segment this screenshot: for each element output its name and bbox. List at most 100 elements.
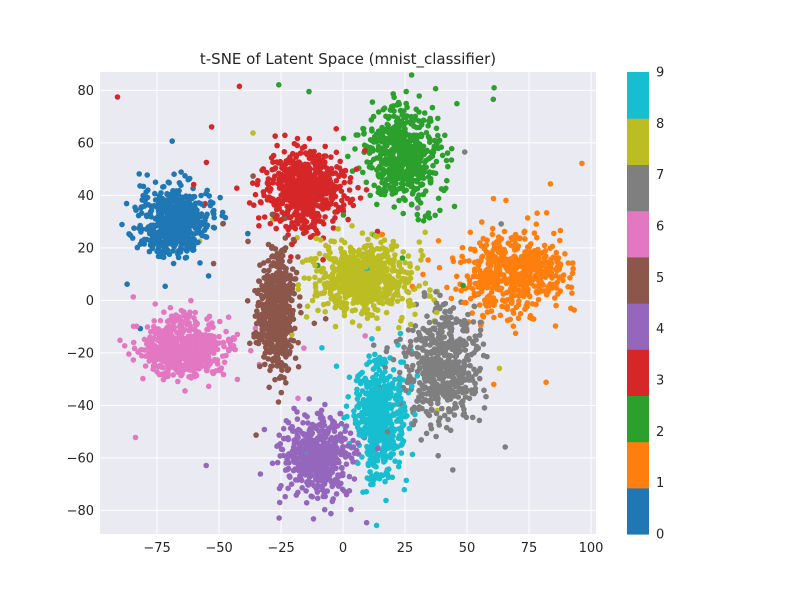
scatter-point-3 (282, 149, 288, 155)
scatter-point-9 (369, 336, 375, 342)
scatter-point-4 (277, 500, 283, 506)
scatter-point-2 (403, 89, 409, 95)
scatter-point-1 (532, 230, 538, 236)
scatter-point-7 (371, 342, 377, 348)
scatter-point-1 (485, 250, 491, 256)
scatter-point-3 (253, 192, 259, 198)
scatter-point-9 (344, 403, 350, 409)
scatter-point-1 (466, 258, 472, 264)
scatter-point-4 (349, 456, 355, 462)
scatter-point-3 (256, 223, 262, 229)
scatter-point-7 (498, 221, 504, 227)
scatter-point-1 (467, 277, 473, 283)
scatter-point-1 (544, 210, 550, 216)
scatter-point-9 (371, 457, 377, 463)
scatter-point-3 (334, 150, 340, 156)
scatter-point-4 (315, 489, 321, 495)
scatter-point-1 (524, 249, 530, 255)
scatter-point-6 (217, 319, 223, 325)
scatter-point-6 (165, 319, 171, 325)
scatter-point-4 (320, 415, 326, 421)
scatter-point-1 (551, 231, 557, 237)
scatter-point-8 (427, 287, 433, 293)
scatter-point-7 (437, 293, 443, 299)
scatter-point-7 (394, 339, 400, 345)
scatter-point-7 (411, 379, 417, 385)
scatter-point-9 (398, 359, 404, 365)
scatter-point-0 (178, 183, 184, 189)
scatter-point-9 (383, 498, 389, 504)
scatter-point-3 (322, 144, 328, 150)
scatter-point-9 (381, 383, 387, 389)
scatter-point-2 (382, 105, 388, 111)
scatter-point-4 (294, 409, 300, 415)
scatter-point-8 (355, 300, 361, 306)
scatter-point-5 (220, 221, 226, 227)
scatter-point-4 (270, 461, 276, 467)
scatter-point-1 (543, 248, 549, 254)
scatter-point-3 (294, 152, 300, 158)
scatter-point-1 (568, 306, 574, 312)
scatter-point-0 (183, 255, 189, 261)
scatter-point-1 (553, 323, 559, 329)
scatter-point-1 (513, 331, 519, 337)
scatter-point-7 (452, 405, 458, 411)
scatter-point-1 (570, 260, 576, 266)
scatter-point-3 (295, 136, 301, 142)
scatter-point-2 (409, 72, 415, 78)
scatter-point-4 (293, 455, 299, 461)
scatter-point-3 (332, 209, 338, 215)
scatter-point-1 (507, 317, 513, 323)
scatter-point-7 (427, 331, 433, 337)
scatter-point-8 (333, 324, 339, 330)
scatter-point-4 (303, 488, 309, 494)
scatter-point-5 (323, 316, 329, 322)
scatter-point-9 (412, 412, 418, 418)
scatter-point-2 (425, 123, 431, 129)
scatter-point-9 (367, 469, 373, 475)
scatter-point-4 (276, 432, 282, 438)
scatter-point-1 (569, 285, 575, 291)
scatter-point-4 (315, 411, 321, 417)
scatter-point-3 (358, 195, 364, 201)
scatter-point-3 (265, 197, 271, 203)
scatter-point-1 (437, 265, 443, 271)
scatter-point-2 (391, 125, 397, 131)
scatter-point-7 (448, 428, 454, 434)
scatter-point-4 (300, 420, 306, 426)
scatter-point-1 (553, 303, 559, 309)
scatter-point-6 (301, 345, 307, 351)
scatter-point-7 (470, 415, 476, 421)
scatter-point-8 (305, 304, 311, 310)
scatter-point-6 (204, 368, 210, 374)
scatter-point-3 (275, 181, 281, 187)
scatter-point-1 (484, 303, 490, 309)
scatter-point-3 (209, 124, 215, 130)
scatter-point-7 (428, 358, 434, 364)
scatter-point-0 (190, 247, 196, 253)
scatter-point-8 (371, 248, 377, 254)
scatter-point-1 (503, 198, 509, 204)
scatter-point-2 (437, 208, 443, 214)
scatter-point-1 (543, 380, 549, 386)
scatter-point-8 (400, 249, 406, 255)
scatter-point-7 (439, 406, 445, 412)
scatter-point-1 (516, 302, 522, 308)
scatter-point-3 (237, 84, 243, 90)
scatter-point-7 (404, 364, 410, 370)
scatter-point-7 (403, 388, 409, 394)
scatter-point-2 (444, 178, 450, 184)
scatter-point-8 (250, 130, 256, 136)
scatter-point-6 (207, 314, 213, 320)
scatter-point-6 (182, 388, 188, 394)
scatter-point-3 (271, 153, 277, 159)
scatter-point-1 (511, 310, 517, 316)
scatter-point-8 (314, 268, 320, 274)
scatter-point-3 (331, 225, 337, 231)
scatter-point-7 (397, 370, 403, 376)
scatter-point-5 (253, 432, 259, 438)
scatter-point-7 (414, 398, 420, 404)
scatter-point-2 (439, 144, 445, 150)
scatter-point-2 (427, 116, 433, 122)
